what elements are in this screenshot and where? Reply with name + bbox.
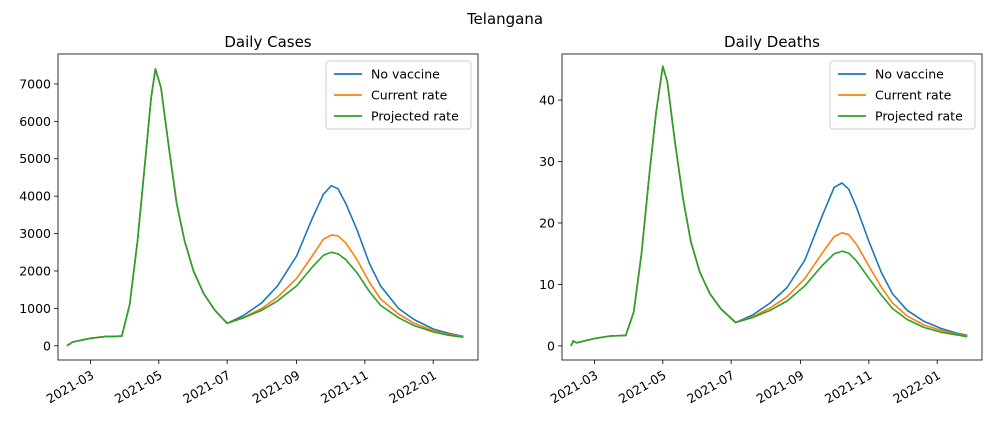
y-tick-label: 1000 bbox=[19, 301, 51, 316]
y-tick-label: 0 bbox=[547, 338, 555, 353]
y-tick-label: 3000 bbox=[19, 226, 51, 241]
plot-frame bbox=[57, 53, 479, 361]
legend: No vaccine Current rate Projected rate bbox=[325, 60, 472, 130]
y-tick-label: 7000 bbox=[19, 76, 51, 91]
figure-title: Telangana bbox=[466, 10, 543, 28]
legend: No vaccine Current rate Projected rate bbox=[829, 60, 976, 130]
y-tick-label: 20 bbox=[539, 215, 555, 230]
y-tick-label: 40 bbox=[539, 93, 555, 108]
legend-label: Current rate bbox=[875, 88, 952, 103]
y-tick-label: 30 bbox=[539, 154, 555, 169]
y-tick-label: 4000 bbox=[19, 189, 51, 204]
legend-label: Current rate bbox=[371, 88, 448, 103]
series-line-projected-rate bbox=[66, 68, 464, 347]
subplot-title: Daily Deaths bbox=[724, 33, 820, 51]
legend-label: Projected rate bbox=[371, 109, 459, 124]
legend-label: No vaccine bbox=[371, 67, 440, 82]
subplot-title: Daily Cases bbox=[224, 33, 311, 51]
legend-label: Projected rate bbox=[875, 109, 963, 124]
y-tick-label: 5000 bbox=[19, 151, 51, 166]
y-tick-label: 10 bbox=[539, 277, 555, 292]
y-tick-label: 6000 bbox=[19, 114, 51, 129]
y-tick-label: 2000 bbox=[19, 263, 51, 278]
legend-label: No vaccine bbox=[875, 67, 944, 82]
y-tick-label: 0 bbox=[43, 338, 51, 353]
legend-box bbox=[829, 60, 976, 130]
plot-frame bbox=[561, 53, 983, 361]
legend-box bbox=[325, 60, 472, 130]
series-line-projected-rate bbox=[570, 65, 968, 347]
